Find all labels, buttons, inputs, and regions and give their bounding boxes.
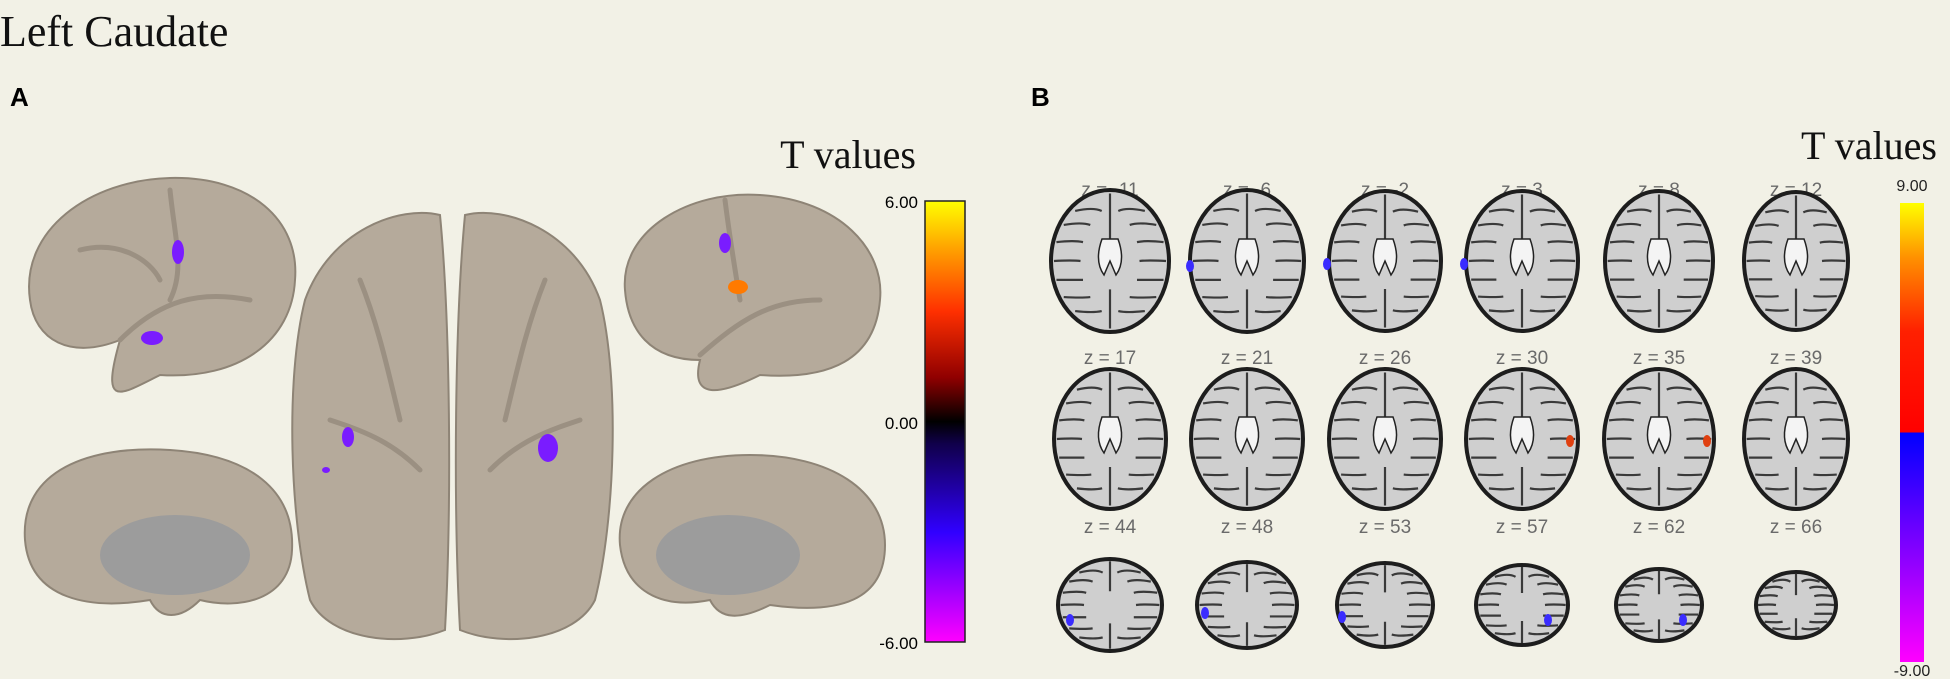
slice-label: z = 62 <box>1633 517 1685 538</box>
slice-label: z = 39 <box>1770 348 1822 369</box>
ventricles <box>1509 416 1535 455</box>
dorsal-right <box>454 211 614 641</box>
slice-label: z = 48 <box>1221 517 1273 538</box>
colorbar <box>924 200 966 643</box>
gyri <box>1618 570 1700 640</box>
slice-label: z = 35 <box>1633 348 1685 369</box>
activation <box>1323 258 1331 270</box>
ventricles <box>1234 238 1260 277</box>
gyri <box>1193 372 1301 506</box>
activation <box>1186 260 1194 272</box>
gyri <box>1746 195 1846 327</box>
gyri <box>1199 564 1295 646</box>
gyri <box>1468 194 1576 328</box>
ventricles <box>1372 416 1398 455</box>
gyri <box>1060 561 1160 649</box>
activation <box>1566 435 1574 447</box>
activation <box>1066 614 1074 626</box>
slice-label: z = 17 <box>1084 348 1136 369</box>
slice-label: z = 21 <box>1221 348 1273 369</box>
activation <box>1544 614 1552 626</box>
activations <box>141 233 731 473</box>
colorbar-min: -6.00 <box>879 634 918 653</box>
ventricles <box>1097 416 1123 455</box>
slice-label: z = 44 <box>1084 517 1137 538</box>
gyri <box>1757 573 1835 637</box>
gyri <box>1331 372 1439 506</box>
activation <box>1338 611 1346 623</box>
figure-title: Left Caudate <box>0 7 228 56</box>
activation <box>728 280 748 294</box>
ventricles <box>1783 416 1809 455</box>
surface-renderings <box>23 176 887 641</box>
panel-label: B <box>1031 82 1050 112</box>
gyri <box>1053 193 1167 329</box>
activation <box>1201 607 1209 619</box>
gyri <box>1331 194 1439 328</box>
slice-label: z = 57 <box>1496 517 1548 538</box>
ventricles <box>1783 238 1809 277</box>
colorbar-min: -9.00 <box>1894 663 1931 679</box>
lateral-right <box>623 193 882 392</box>
ventricles <box>1372 238 1398 277</box>
slice-label: z = 26 <box>1359 348 1411 369</box>
colorbar-max: 9.00 <box>1896 178 1927 195</box>
medial-wall <box>100 515 250 595</box>
gyri <box>1339 565 1431 645</box>
gyri <box>1192 193 1302 329</box>
panel-label: A <box>10 82 29 112</box>
gyri <box>1607 194 1711 328</box>
gyri <box>1606 372 1712 506</box>
ventricles <box>1646 238 1672 277</box>
axial-slices: z = -11z = -6z = -2z = 3z = 8z = 12z = 1… <box>1049 180 1850 653</box>
colorbar-title: T values <box>780 132 916 177</box>
ventricles <box>1234 416 1260 455</box>
lateral-left <box>28 176 297 393</box>
medial-wall <box>656 515 800 595</box>
gyri <box>1746 372 1846 506</box>
gyri <box>1056 372 1164 506</box>
colorbar-max: 6.00 <box>885 193 918 212</box>
activation <box>1679 614 1687 626</box>
colorbar <box>1900 203 1924 662</box>
colorbar-title: T values <box>1801 123 1937 168</box>
colorbar-mid: 0.00 <box>885 414 918 433</box>
ventricles <box>1509 238 1535 277</box>
sulci <box>327 277 583 473</box>
ventricles <box>1097 238 1123 277</box>
slice-label: z = 66 <box>1770 517 1822 538</box>
activation <box>1703 435 1711 447</box>
activation <box>1460 258 1468 270</box>
gyri <box>1468 372 1576 506</box>
gyri <box>1478 567 1566 643</box>
slice-label: z = 30 <box>1496 348 1548 369</box>
dorsal-left <box>291 211 451 641</box>
ventricles <box>1646 416 1672 455</box>
slice-label: z = 53 <box>1359 517 1411 538</box>
